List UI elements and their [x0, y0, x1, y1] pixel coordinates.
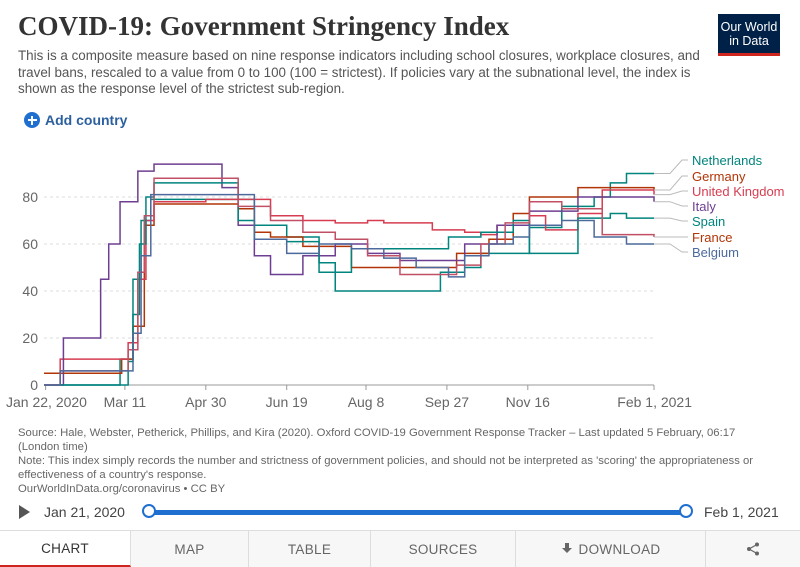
legend-connector [654, 191, 688, 195]
download-icon [561, 543, 573, 555]
legend-connector [654, 160, 688, 174]
add-country-button[interactable]: Add country [24, 112, 127, 128]
chart-tab-bar: CHART MAP TABLE SOURCES DOWNLOAD [0, 530, 800, 567]
legend-label: United Kingdom [692, 184, 785, 199]
play-icon[interactable] [19, 505, 30, 519]
tab-map-label: MAP [174, 542, 204, 557]
legend-label: Italy [692, 199, 716, 214]
y-axis-ticks: 0 20 40 60 80 [22, 189, 38, 393]
tab-map[interactable]: MAP [131, 531, 249, 567]
owid-logo[interactable]: Our World in Data [718, 14, 780, 56]
stringency-line-chart: 0 20 40 60 80 Jan 22, 2020 Mar 11 Apr 30 Jun 19… [0, 140, 800, 420]
x-tick-label: Nov 16 [506, 394, 551, 410]
y-tick-label: 60 [22, 236, 38, 252]
tab-table-label: TABLE [288, 542, 331, 557]
timeline-end-handle[interactable] [679, 504, 693, 518]
x-tick-label: Jan 22, 2020 [6, 394, 87, 410]
tab-sources[interactable]: SOURCES [371, 531, 516, 567]
tab-download-label: DOWNLOAD [579, 542, 661, 557]
chart-footer: Source: Hale, Webster, Petherick, Philli… [18, 426, 778, 496]
legend-label: Netherlands [692, 153, 763, 168]
legend-connector [654, 202, 688, 206]
tab-chart-label: CHART [41, 541, 89, 556]
x-axis-ticks: Jan 22, 2020 Mar 11 Apr 30 Jun 19 Aug 8 Sep 2… [6, 385, 692, 410]
y-tick-label: 80 [22, 189, 38, 205]
timeline-start-label: Jan 21, 2020 [44, 504, 125, 520]
timeline-start-handle[interactable] [142, 504, 156, 518]
legend-label: Belgium [692, 245, 739, 260]
tab-download[interactable]: DOWNLOAD [516, 531, 706, 567]
tab-chart[interactable]: CHART [0, 531, 131, 567]
chart-title: COVID-19: Government Stringency Index [18, 10, 708, 42]
legend-label: Germany [692, 169, 746, 184]
y-tick-label: 0 [30, 377, 38, 393]
legend-connector [654, 218, 688, 221]
legend-connector [654, 176, 688, 190]
timeline-slider: Jan 21, 2020 Feb 1, 2021 [0, 496, 800, 530]
x-tick-label: Sep 27 [425, 394, 470, 410]
note-text: Note: This index simply records the numb… [18, 454, 778, 482]
x-tick-label: Jun 19 [266, 394, 308, 410]
legend-connector [654, 244, 688, 252]
legend-label: France [692, 230, 732, 245]
y-tick-label: 20 [22, 330, 38, 346]
series-line-france [44, 178, 654, 385]
chart-subtitle: This is a composite measure based on nin… [18, 48, 708, 98]
x-tick-label: Aug 8 [348, 394, 385, 410]
plus-circle-icon [24, 112, 40, 128]
share-icon [746, 542, 760, 556]
chart-header: COVID-19: Government Stringency Index Th… [18, 10, 708, 98]
add-country-label: Add country [45, 112, 127, 128]
x-tick-label: Feb 1, 2021 [617, 394, 692, 410]
tab-sources-label: SOURCES [409, 542, 478, 557]
timeline-end-label: Feb 1, 2021 [704, 504, 779, 520]
owid-link[interactable]: OurWorldInData.org/coronavirus • CC BY [18, 482, 778, 496]
x-tick-label: Mar 11 [104, 394, 147, 410]
x-tick-label: Apr 30 [185, 394, 226, 410]
legend-label: Spain [692, 214, 725, 229]
source-text: Source: Hale, Webster, Petherick, Philli… [18, 426, 778, 454]
timeline-track[interactable] [149, 510, 686, 515]
logo-line-1: Our World [718, 20, 780, 34]
share-button[interactable] [706, 531, 800, 567]
y-tick-label: 40 [22, 283, 38, 299]
tab-table[interactable]: TABLE [249, 531, 371, 567]
logo-line-2: in Data [718, 34, 780, 48]
